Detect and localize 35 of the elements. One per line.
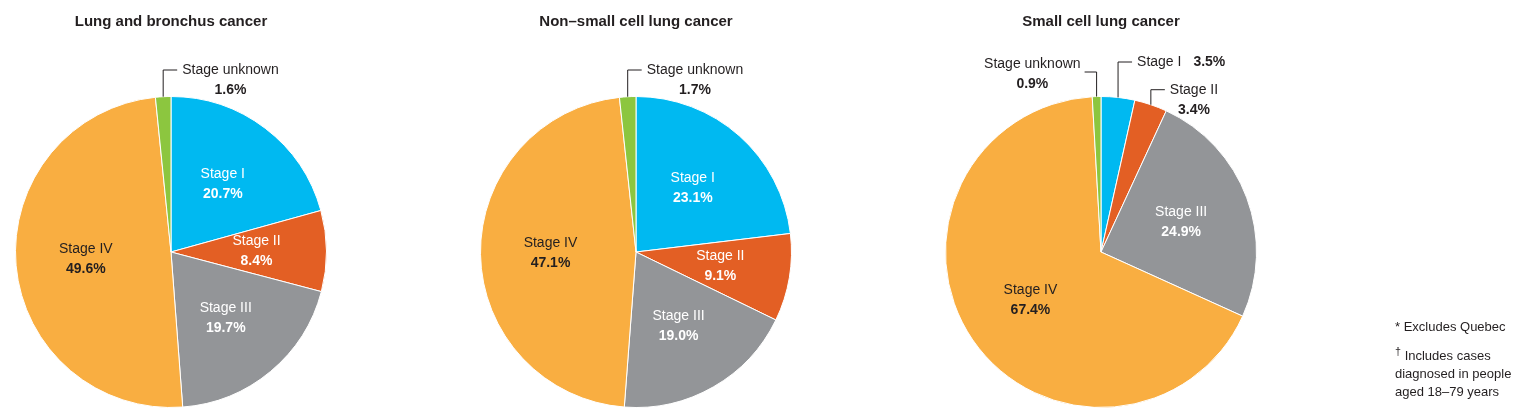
data-label: 24.9% bbox=[1161, 223, 1202, 240]
slice-label: Stage unknown bbox=[182, 60, 279, 77]
data-label: 20.7% bbox=[202, 184, 244, 201]
slice-label: Stage IV bbox=[1003, 281, 1058, 298]
slice-label: Stage unknown bbox=[646, 60, 744, 77]
slice-label: Stage unknown bbox=[984, 54, 1081, 71]
data-label: 47.1% bbox=[530, 254, 571, 271]
data-label: 19.7% bbox=[205, 318, 247, 335]
data-label: 67.4% bbox=[1010, 301, 1051, 318]
data-label: 9.1% bbox=[704, 267, 737, 284]
data-label: 0.9% bbox=[1016, 74, 1049, 91]
slice-label: Stage III bbox=[1155, 203, 1208, 220]
data-label: 23.1% bbox=[672, 188, 714, 205]
data-label: 3.4% bbox=[1178, 100, 1211, 117]
slice-label: Stage I bbox=[200, 164, 245, 181]
chart-title: Lung and bronchus cancer bbox=[74, 12, 268, 30]
data-label: 19.0% bbox=[658, 327, 699, 344]
slice-label: Stage III bbox=[652, 307, 705, 324]
slice-label: Stage IV bbox=[58, 240, 114, 257]
slice-label: Stage III bbox=[199, 298, 252, 315]
data-label: 3.5% bbox=[1193, 52, 1226, 69]
text: $^{†}$ Includes cases diagnosed in people aged 18–79 years bbox=[1395, 344, 1513, 402]
slice-label: Stage II bbox=[1169, 80, 1219, 97]
slice-label: Stage I bbox=[1137, 52, 1182, 69]
slice-label: Stage I bbox=[670, 168, 715, 185]
data-label: 1.7% bbox=[679, 80, 712, 97]
slice-label: Stage IV bbox=[523, 234, 578, 251]
data-label: 8.4% bbox=[240, 252, 274, 269]
chart-title: Non–small cell lung cancer bbox=[539, 12, 733, 30]
text: * Excludes Quebec bbox=[1395, 318, 1507, 336]
data-label: 49.6% bbox=[65, 260, 107, 277]
data-label: 1.6% bbox=[214, 80, 247, 97]
chart-title: Small cell lung cancer bbox=[1022, 12, 1180, 30]
slice-label: Stage II bbox=[232, 232, 281, 249]
slice-label: Stage II bbox=[696, 247, 745, 264]
